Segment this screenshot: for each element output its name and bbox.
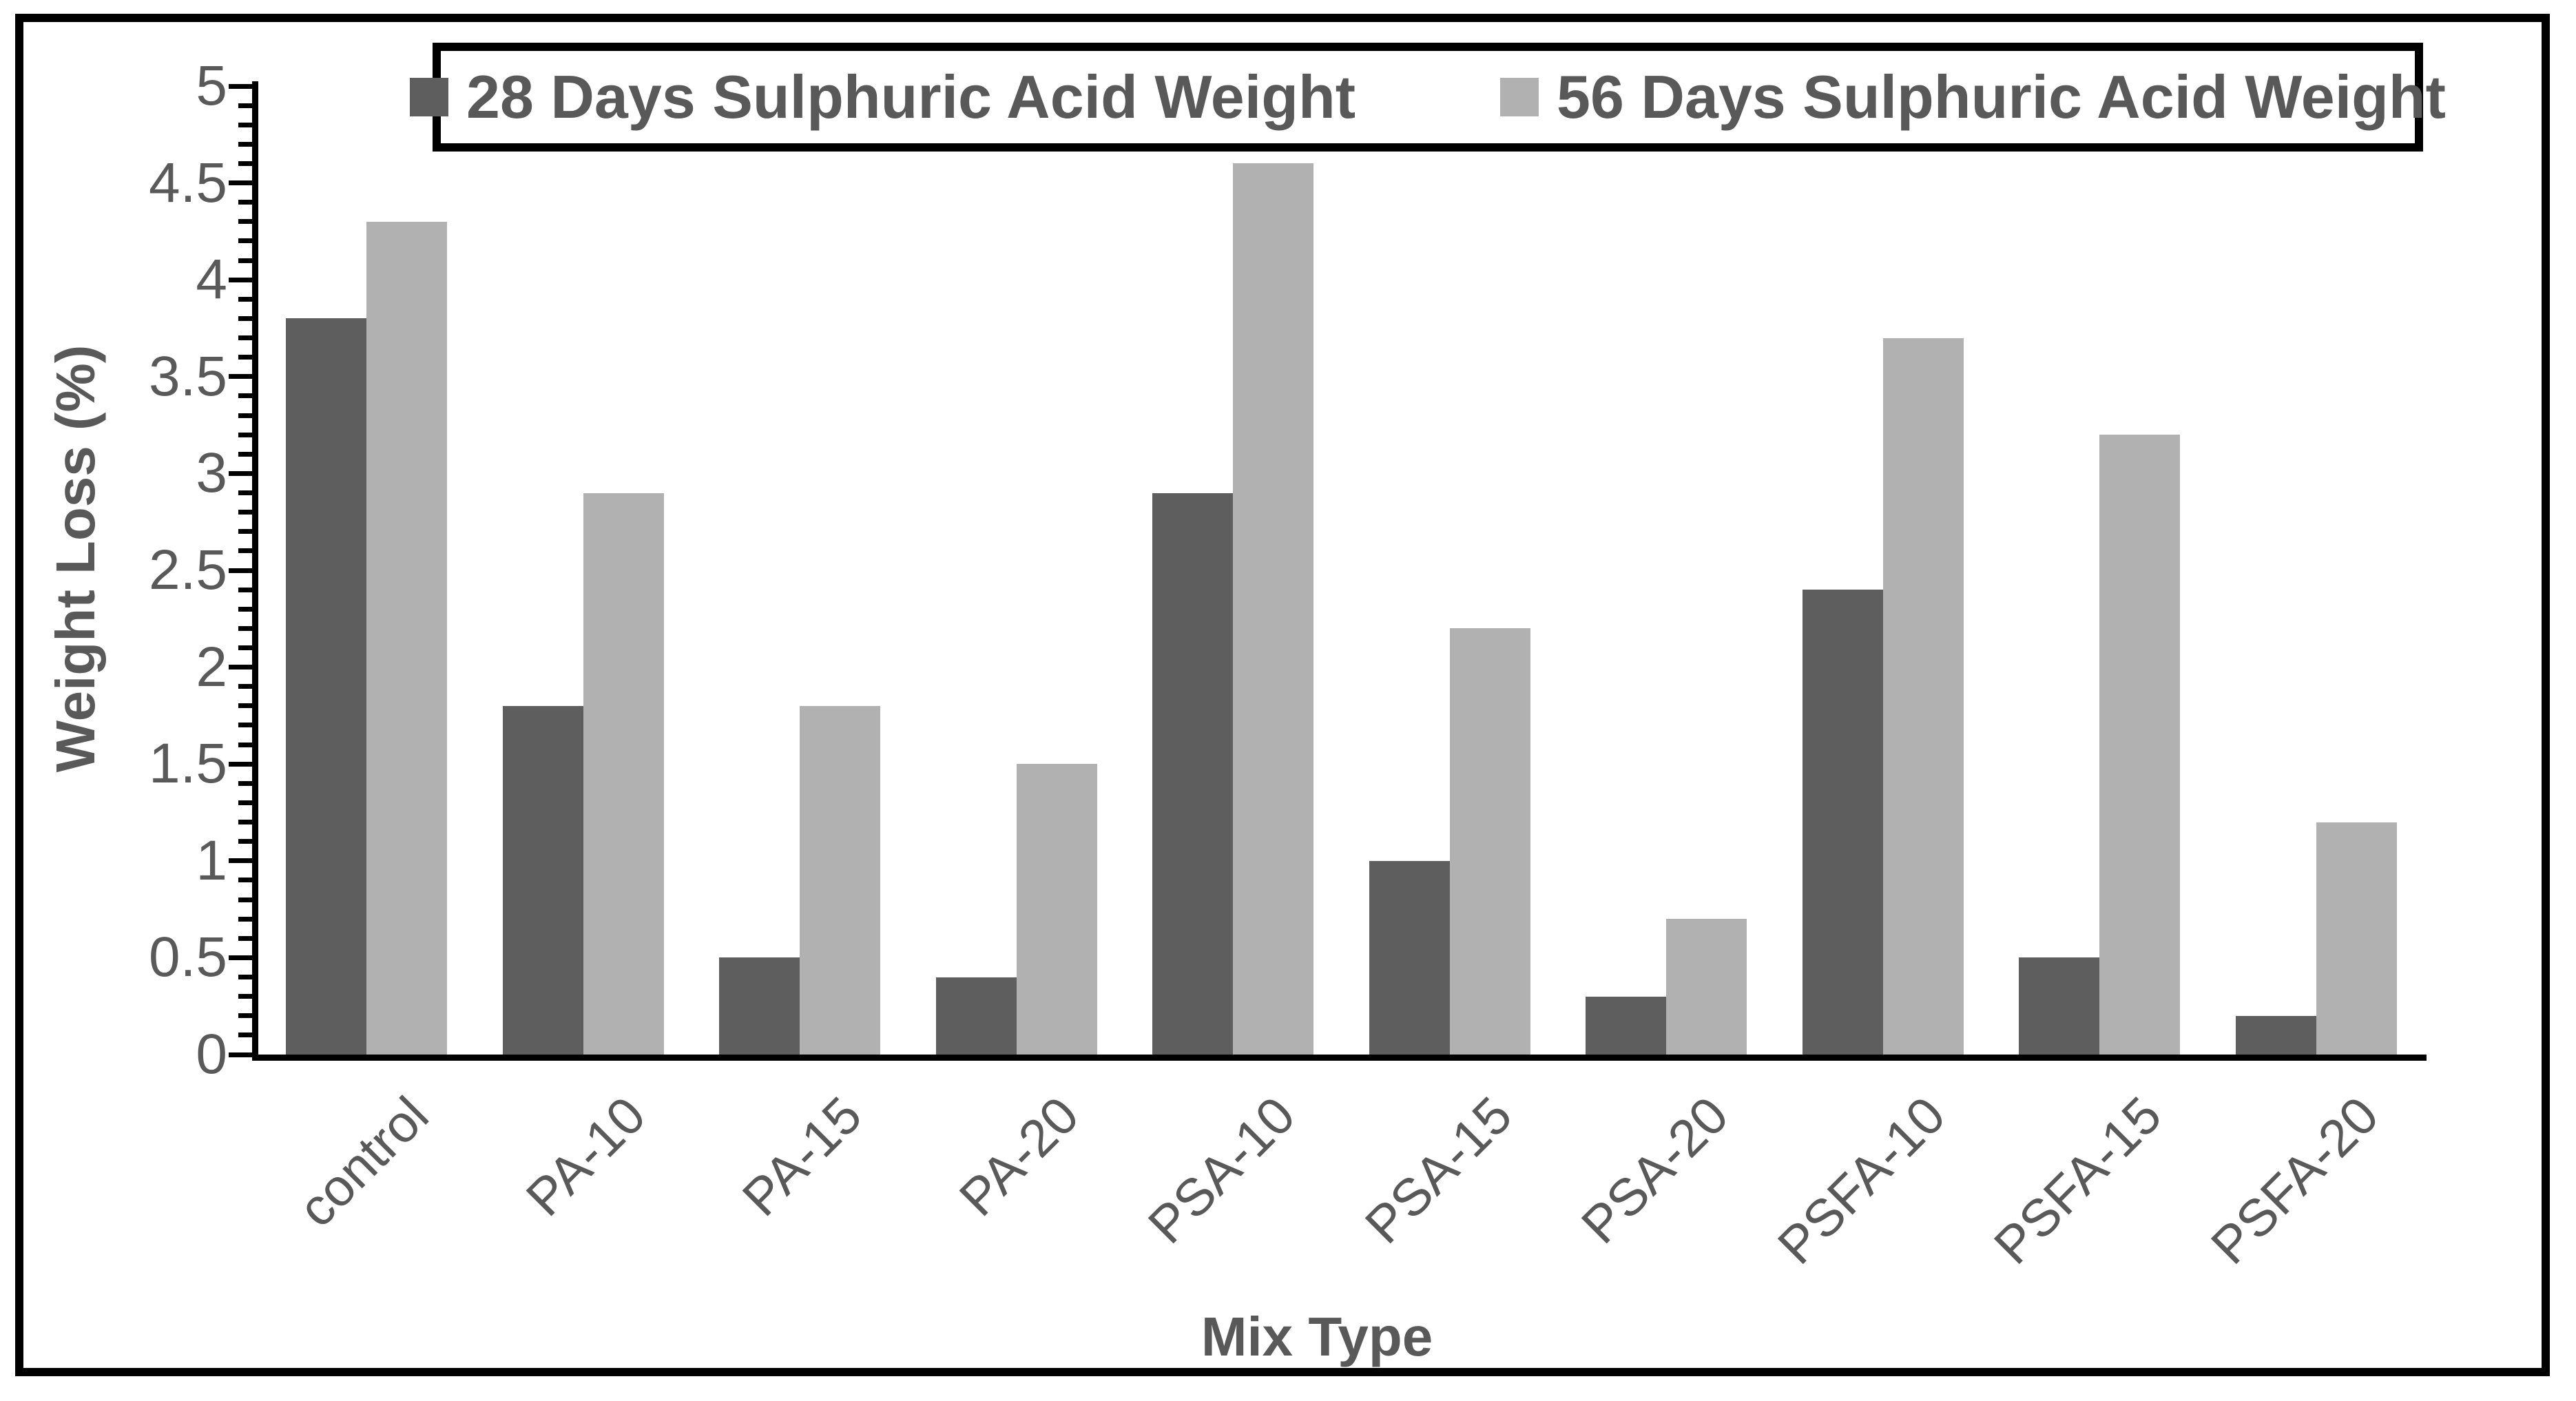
bar-56days-PSFA-20 bbox=[2316, 822, 2397, 1055]
bar-28days-control bbox=[286, 318, 367, 1055]
legend-item-56-days: 56 Days Sulphuric Acid Weight bbox=[1500, 67, 2446, 127]
y-minor-tick bbox=[238, 878, 252, 883]
y-minor-tick bbox=[238, 490, 252, 496]
y-minor-tick bbox=[238, 820, 252, 825]
bar-28days-PA-15 bbox=[719, 957, 800, 1055]
y-tick-label-1.5: 1.5 bbox=[149, 732, 227, 796]
legend-label: 56 Days Sulphuric Acid Weight bbox=[1557, 63, 2446, 131]
y-minor-tick bbox=[238, 723, 252, 728]
y-tick-label-2: 2 bbox=[196, 635, 227, 698]
y-minor-tick bbox=[238, 975, 252, 980]
y-minor-tick bbox=[238, 529, 252, 535]
y-tick-label-3.5: 3.5 bbox=[149, 344, 227, 408]
legend-swatch-icon bbox=[1500, 78, 1539, 116]
bar-56days-PSFA-15 bbox=[2099, 435, 2181, 1055]
bar-56days-PSFA-10 bbox=[1882, 338, 1964, 1055]
y-minor-tick bbox=[238, 122, 252, 127]
y-axis-line bbox=[252, 81, 258, 1061]
bar-28days-PA-20 bbox=[935, 977, 1017, 1055]
y-major-tick bbox=[229, 955, 252, 960]
y-minor-tick bbox=[238, 606, 252, 612]
x-axis-title: Mix Type bbox=[1201, 1306, 1433, 1367]
y-minor-tick bbox=[238, 296, 252, 302]
y-minor-tick bbox=[238, 839, 252, 844]
y-minor-tick bbox=[238, 1013, 252, 1019]
bar-56days-PA-10 bbox=[583, 492, 664, 1055]
bar-28days-PSFA-10 bbox=[1802, 590, 1883, 1055]
x-axis-line bbox=[252, 1055, 2427, 1061]
bar-28days-PSA-10 bbox=[1152, 492, 1234, 1055]
y-tick-label-4.5: 4.5 bbox=[149, 151, 227, 214]
legend: 28 Days Sulphuric Acid Weight 56 Days Sul… bbox=[410, 43, 2446, 152]
y-minor-tick bbox=[238, 413, 252, 418]
y-major-tick bbox=[229, 83, 252, 89]
legend-swatch-icon bbox=[410, 78, 449, 116]
y-major-tick bbox=[229, 470, 252, 476]
y-minor-tick bbox=[238, 258, 252, 263]
y-minor-tick bbox=[238, 1032, 252, 1038]
bar-56days-PSA-15 bbox=[1449, 628, 1530, 1055]
y-minor-tick bbox=[238, 432, 252, 437]
y-minor-tick bbox=[238, 897, 252, 902]
figure-border bbox=[15, 14, 2550, 1376]
y-minor-tick bbox=[238, 800, 252, 805]
y-tick-label-0: 0 bbox=[196, 1023, 227, 1086]
y-major-tick bbox=[229, 568, 252, 573]
y-major-tick bbox=[229, 665, 252, 670]
y-major-tick bbox=[229, 277, 252, 282]
y-minor-tick bbox=[238, 200, 252, 205]
y-minor-tick bbox=[238, 335, 252, 341]
y-minor-tick bbox=[238, 780, 252, 786]
bar-56days-PSA-20 bbox=[1666, 919, 1747, 1055]
y-minor-tick bbox=[238, 994, 252, 999]
y-major-tick bbox=[229, 761, 252, 767]
y-minor-tick bbox=[238, 238, 252, 244]
y-tick-label-2.5: 2.5 bbox=[149, 539, 227, 601]
bar-28days-PSA-15 bbox=[1369, 860, 1450, 1055]
y-tick-label-1: 1 bbox=[196, 829, 227, 892]
bar-56days-PA-15 bbox=[800, 705, 881, 1055]
bar-28days-PSA-20 bbox=[1586, 996, 1667, 1055]
y-minor-tick bbox=[238, 160, 252, 166]
bar-56days-PSA-10 bbox=[1233, 163, 1314, 1055]
y-major-tick bbox=[229, 858, 252, 864]
y-minor-tick bbox=[238, 935, 252, 941]
y-minor-tick bbox=[238, 141, 252, 147]
y-minor-tick bbox=[238, 393, 252, 399]
y-minor-tick bbox=[238, 548, 252, 554]
bar-28days-PSFA-20 bbox=[2235, 1015, 2316, 1055]
y-minor-tick bbox=[238, 510, 252, 515]
bar-28days-PA-10 bbox=[502, 705, 583, 1055]
y-tick-label-3: 3 bbox=[196, 442, 227, 505]
y-minor-tick bbox=[238, 916, 252, 922]
y-major-tick bbox=[229, 1052, 252, 1057]
y-minor-tick bbox=[238, 684, 252, 689]
bar-28days-PSFA-15 bbox=[2019, 957, 2100, 1055]
y-tick-label-4: 4 bbox=[196, 248, 227, 311]
y-major-tick bbox=[229, 180, 252, 186]
y-minor-tick bbox=[238, 315, 252, 321]
y-minor-tick bbox=[238, 742, 252, 747]
bar-56days-PA-20 bbox=[1016, 764, 1097, 1055]
legend-label: 28 Days Sulphuric Acid Weight bbox=[466, 63, 1355, 131]
y-tick-label-5: 5 bbox=[196, 54, 227, 117]
y-minor-tick bbox=[238, 645, 252, 650]
y-minor-tick bbox=[238, 103, 252, 108]
bar-56days-control bbox=[366, 221, 448, 1055]
y-minor-tick bbox=[238, 625, 252, 631]
y-minor-tick bbox=[238, 451, 252, 457]
y-minor-tick bbox=[238, 355, 252, 360]
y-major-tick bbox=[229, 374, 252, 380]
y-tick-label-0.5: 0.5 bbox=[149, 926, 227, 989]
y-minor-tick bbox=[238, 587, 252, 592]
y-minor-tick bbox=[238, 703, 252, 709]
y-minor-tick bbox=[238, 219, 252, 225]
legend-item-28-days: 28 Days Sulphuric Acid Weight bbox=[410, 67, 1355, 127]
